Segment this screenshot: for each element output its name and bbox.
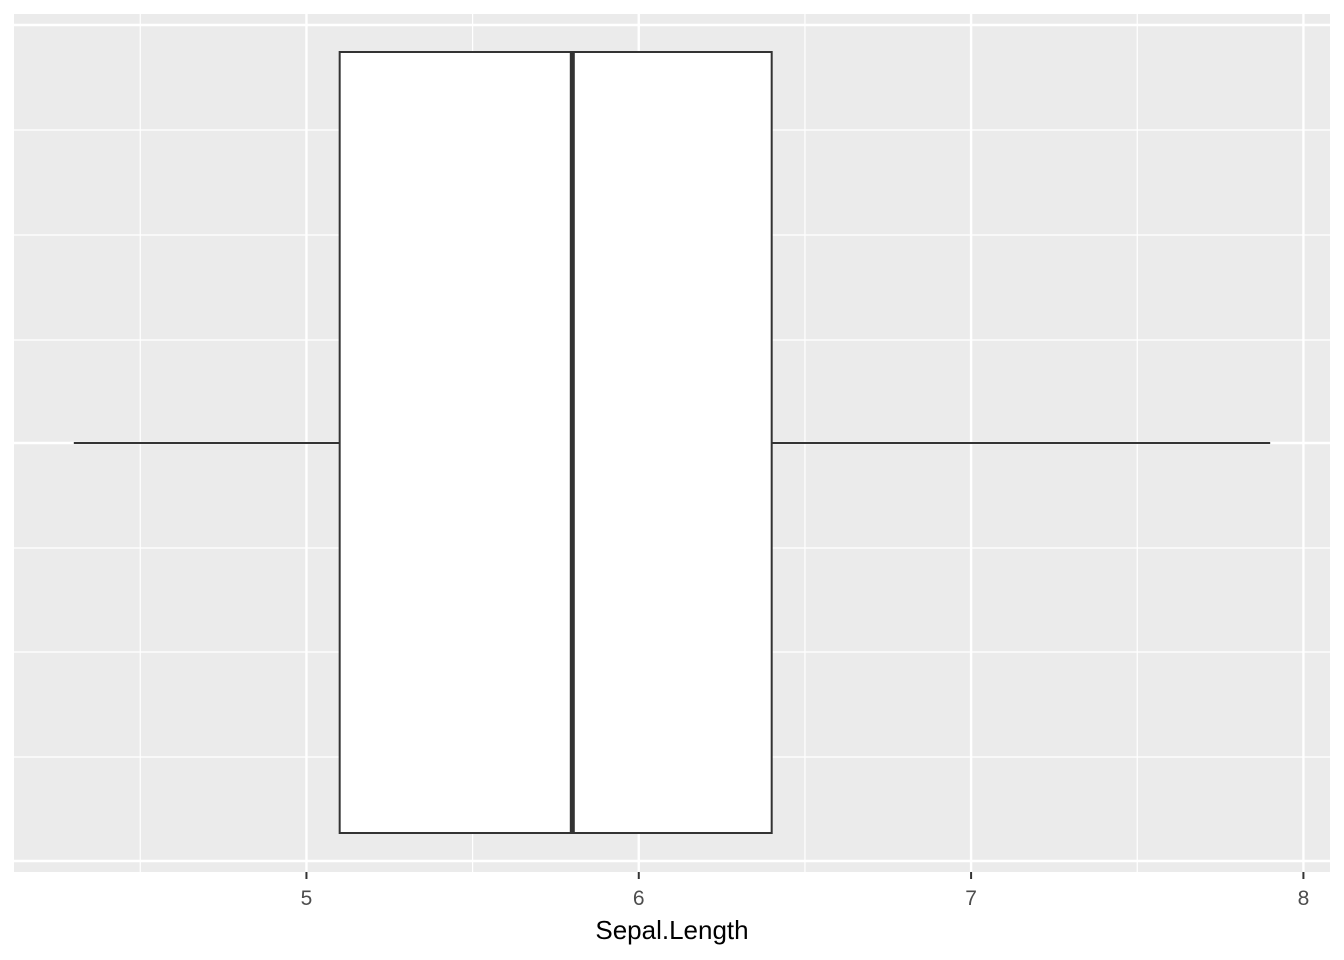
boxplot bbox=[73, 51, 1271, 834]
x-tick-label: 6 bbox=[633, 887, 645, 910]
interquartile-box bbox=[338, 51, 773, 834]
x-tick-label: 5 bbox=[301, 887, 313, 910]
x-tick-label: 8 bbox=[1298, 887, 1310, 910]
x-tick-label: 7 bbox=[965, 887, 977, 910]
x-axis: 5 6 7 8 bbox=[301, 872, 1310, 910]
x-axis-title: Sepal.Length bbox=[595, 915, 748, 945]
